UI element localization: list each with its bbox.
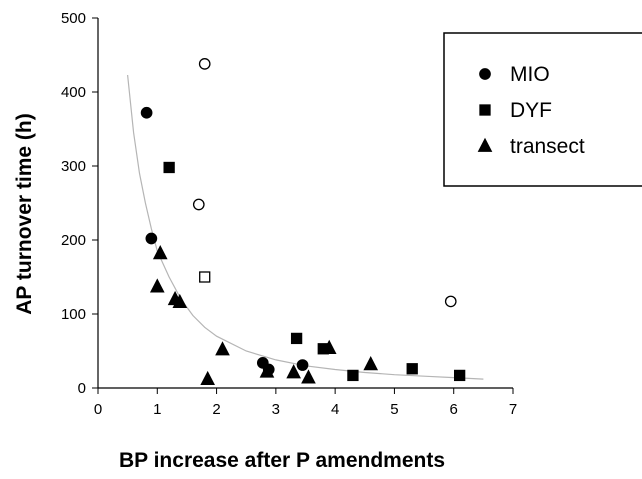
legend-marker-mio — [479, 68, 491, 80]
legend-label-mio: MIO — [510, 63, 550, 86]
open-circle-data-point — [198, 58, 211, 70]
transect-data-point — [286, 364, 301, 379]
legend-box — [443, 32, 642, 187]
transect-data-point — [200, 370, 215, 386]
x-axis-tick-label: 2 — [212, 401, 220, 418]
legend: MIO DYF transect — [443, 32, 642, 187]
y-axis-label: AP turnover time (h) — [13, 113, 36, 314]
data-points-group — [140, 58, 466, 386]
x-axis-tick-label: 7 — [509, 401, 517, 418]
legend-marker-transect — [477, 137, 493, 152]
dyf-data-point — [163, 161, 175, 174]
y-axis-tick-label: 300 — [61, 158, 86, 175]
y-axis-tick-label: 100 — [61, 306, 86, 323]
legend-label-dyf: DYF — [510, 99, 552, 122]
transect-data-point — [149, 278, 165, 293]
y-axis-tick-label: 0 — [78, 380, 86, 397]
mio-data-point — [296, 359, 309, 371]
transect-data-point — [301, 369, 316, 384]
dyf-data-point — [406, 363, 418, 375]
fit-curve-group — [127, 74, 484, 380]
mio-data-point — [140, 106, 153, 119]
transect-data-point — [321, 339, 337, 354]
dyf-data-point — [347, 369, 359, 382]
fit-curve-line — [127, 74, 484, 380]
mio-data-point — [145, 232, 158, 245]
transect-data-point — [363, 356, 379, 371]
x-axis-tick-label: 1 — [153, 401, 161, 418]
transect-data-point — [172, 293, 188, 309]
x-axis-label: BP increase after P amendments — [119, 449, 445, 472]
dyf-data-point — [290, 332, 303, 345]
transect-data-point — [259, 363, 275, 378]
dyf-data-point — [453, 369, 466, 382]
x-axis-tick-label: 6 — [450, 401, 458, 418]
x-axis-tick-label: 3 — [272, 401, 280, 418]
legend-marker-dyf — [479, 104, 491, 116]
y-axis-tick-label: 400 — [61, 84, 86, 101]
x-axis-tick-label: 0 — [94, 401, 102, 418]
transect-data-point — [152, 245, 168, 260]
y-axis-tick-label: 200 — [61, 232, 86, 249]
x-axis-tick-label: 4 — [331, 401, 339, 418]
open-square-data-point — [199, 271, 211, 283]
y-axis-tick-label: 500 — [61, 10, 86, 27]
x-axis-tick-label: 5 — [390, 401, 398, 418]
open-circle-data-point — [444, 295, 457, 308]
open-circle-data-point — [192, 198, 205, 211]
legend-entries: MIO DYF transect — [477, 63, 585, 158]
transect-data-point — [215, 341, 230, 356]
legend-label-transect: transect — [510, 135, 585, 158]
axes-group: 0 1 2 3 4 5 6 7 0 100 200 300 400 500 — [61, 10, 517, 418]
